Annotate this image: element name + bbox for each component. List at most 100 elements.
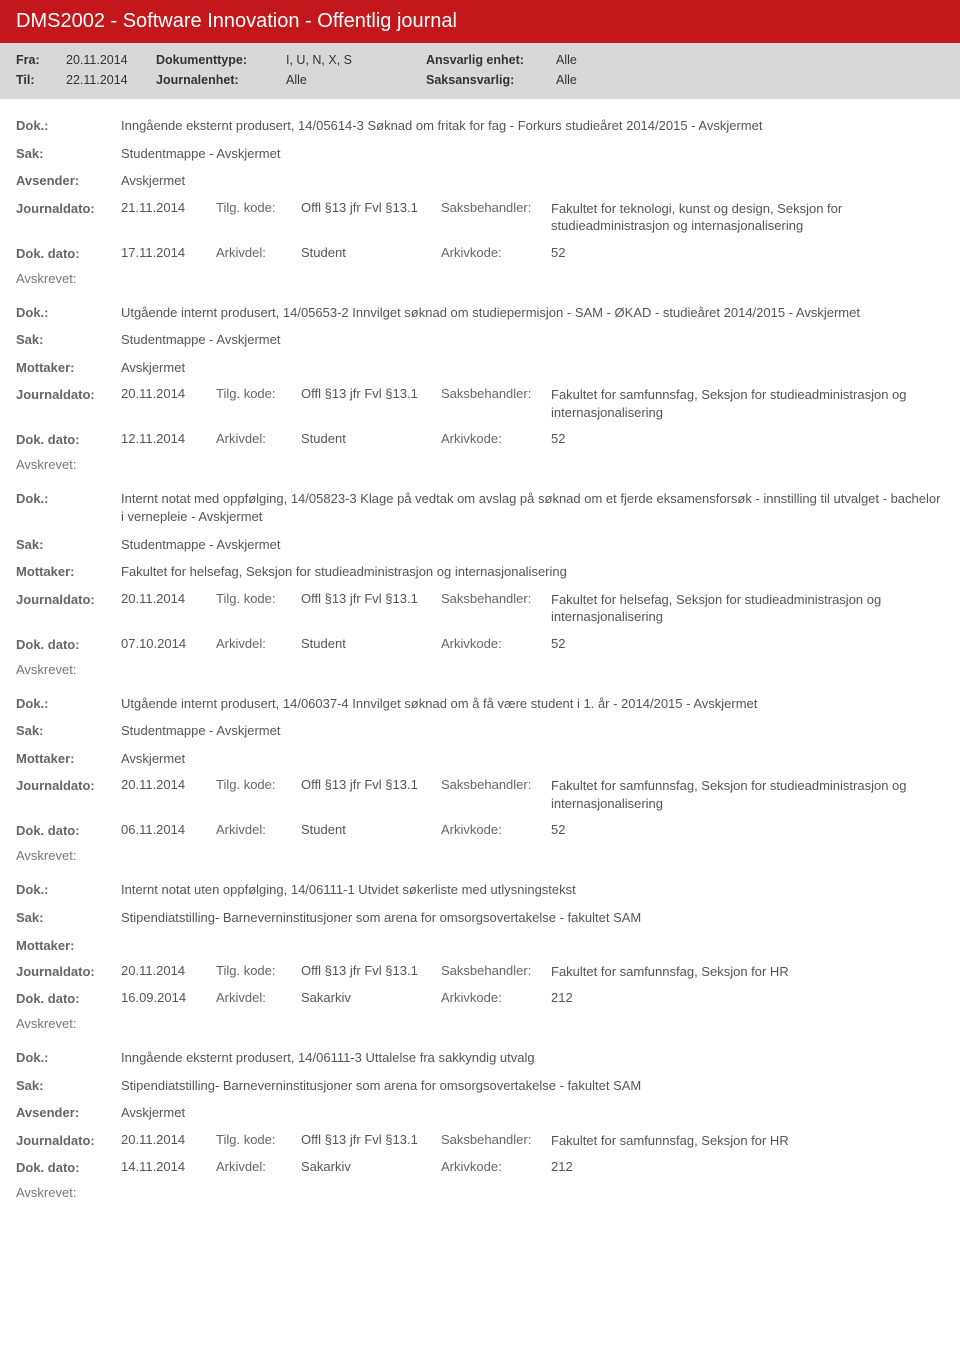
arkivkode-label: Arkivkode: [441, 245, 551, 260]
dok-value: Utgående internt produsert, 14/05653-2 I… [121, 304, 944, 322]
sak-value: Stipendiatstilling- Barneverninstitusjon… [121, 909, 944, 927]
avskrevet-label: Avskrevet: [16, 662, 944, 677]
tilgkode-value: Offl §13 jfr Fvl §13.1 [301, 963, 441, 978]
filter-saksansvarlig-value: Alle [556, 73, 656, 87]
tilgkode-label: Tilg. kode: [216, 200, 301, 215]
dok-value: Inngående eksternt produsert, 14/06111-3… [121, 1049, 944, 1067]
dok-label: Dok.: [16, 1049, 121, 1065]
party-value: Avskjermet [121, 172, 944, 190]
sak-value: Studentmappe - Avskjermet [121, 145, 944, 163]
filter-saksansvarlig-label: Saksansvarlig: [426, 73, 556, 87]
arkivdel-label: Arkivdel: [216, 245, 301, 260]
arkivdel-label: Arkivdel: [216, 990, 301, 1005]
journal-entry: Dok.: Internt notat uten oppfølging, 14/… [16, 863, 944, 1031]
arkivkode-label: Arkivkode: [441, 1159, 551, 1174]
arkivkode-value: 52 [551, 822, 651, 837]
filter-fra-value: 20.11.2014 [66, 53, 156, 67]
arkivkode-label: Arkivkode: [441, 431, 551, 446]
saksbehandler-value: Fakultet for samfunnsfag, Seksjon for HR [551, 963, 944, 981]
arkivkode-value: 52 [551, 636, 651, 651]
avskrevet-label: Avskrevet: [16, 1185, 944, 1200]
filter-doktype-value: I, U, N, X, S [286, 53, 426, 67]
tilgkode-value: Offl §13 jfr Fvl §13.1 [301, 200, 441, 215]
journal-entry: Dok.: Utgående internt produsert, 14/056… [16, 286, 944, 473]
journaldato-value: 21.11.2014 [121, 200, 216, 215]
page-title: DMS2002 - Software Innovation - Offentli… [0, 0, 960, 43]
saksbehandler-label: Saksbehandler: [441, 386, 551, 401]
arkivdel-label: Arkivdel: [216, 1159, 301, 1174]
journaldato-value: 20.11.2014 [121, 386, 216, 401]
saksbehandler-label: Saksbehandler: [441, 777, 551, 792]
journal-entry: Dok.: Utgående internt produsert, 14/060… [16, 677, 944, 864]
party-value: Fakultet for helsefag, Seksjon for studi… [121, 563, 944, 581]
journaldato-label: Journaldato: [16, 1132, 121, 1148]
filter-til-label: Til: [16, 73, 66, 87]
arkivdel-label: Arkivdel: [216, 822, 301, 837]
saksbehandler-label: Saksbehandler: [441, 200, 551, 215]
filter-bar: Fra: 20.11.2014 Dokumenttype: I, U, N, X… [0, 43, 960, 99]
saksbehandler-value: Fakultet for teknologi, kunst og design,… [551, 200, 944, 235]
dok-label: Dok.: [16, 490, 121, 506]
party-label: Avsender: [16, 172, 121, 188]
dok-label: Dok.: [16, 881, 121, 897]
filter-journalenhet-value: Alle [286, 73, 426, 87]
avskrevet-label: Avskrevet: [16, 1016, 944, 1031]
filter-row-2: Til: 22.11.2014 Journalenhet: Alle Saksa… [16, 73, 944, 87]
party-value: Avskjermet [121, 750, 944, 768]
avskrevet-label: Avskrevet: [16, 271, 944, 286]
journaldato-label: Journaldato: [16, 591, 121, 607]
avskrevet-label: Avskrevet: [16, 848, 944, 863]
filter-doktype-label: Dokumenttype: [156, 53, 286, 67]
tilgkode-value: Offl §13 jfr Fvl §13.1 [301, 1132, 441, 1147]
arkivdel-value: Sakarkiv [301, 1159, 441, 1174]
dokdato-value: 17.11.2014 [121, 245, 216, 260]
journal-entry: Dok.: Inngående eksternt produsert, 14/0… [16, 99, 944, 286]
filter-row-1: Fra: 20.11.2014 Dokumenttype: I, U, N, X… [16, 53, 944, 67]
journaldato-label: Journaldato: [16, 777, 121, 793]
filter-journalenhet-label: Journalenhet: [156, 73, 286, 87]
party-label: Mottaker: [16, 563, 121, 579]
dok-value: Internt notat med oppfølging, 14/05823-3… [121, 490, 944, 525]
tilgkode-label: Tilg. kode: [216, 386, 301, 401]
tilgkode-value: Offl §13 jfr Fvl §13.1 [301, 591, 441, 606]
arkivdel-value: Student [301, 822, 441, 837]
tilgkode-value: Offl §13 jfr Fvl §13.1 [301, 386, 441, 401]
arkivkode-value: 212 [551, 1159, 651, 1174]
avskrevet-label: Avskrevet: [16, 457, 944, 472]
dokdato-value: 06.11.2014 [121, 822, 216, 837]
journaldato-value: 20.11.2014 [121, 777, 216, 792]
tilgkode-label: Tilg. kode: [216, 591, 301, 606]
sak-value: Studentmappe - Avskjermet [121, 331, 944, 349]
dok-label: Dok.: [16, 695, 121, 711]
dokdato-label: Dok. dato: [16, 1159, 121, 1175]
sak-label: Sak: [16, 536, 121, 552]
dokdato-value: 12.11.2014 [121, 431, 216, 446]
tilgkode-label: Tilg. kode: [216, 777, 301, 792]
tilgkode-label: Tilg. kode: [216, 963, 301, 978]
arkivkode-value: 52 [551, 431, 651, 446]
journal-entry: Dok.: Internt notat med oppfølging, 14/0… [16, 472, 944, 676]
saksbehandler-label: Saksbehandler: [441, 963, 551, 978]
dokdato-value: 16.09.2014 [121, 990, 216, 1005]
journal-entry: Dok.: Inngående eksternt produsert, 14/0… [16, 1031, 944, 1200]
journaldato-label: Journaldato: [16, 200, 121, 216]
dok-value: Inngående eksternt produsert, 14/05614-3… [121, 117, 944, 135]
dokdato-label: Dok. dato: [16, 990, 121, 1006]
arkivkode-label: Arkivkode: [441, 822, 551, 837]
party-label: Avsender: [16, 1104, 121, 1120]
dok-value: Internt notat uten oppfølging, 14/06111-… [121, 881, 944, 899]
journaldato-label: Journaldato: [16, 386, 121, 402]
arkivdel-value: Sakarkiv [301, 990, 441, 1005]
filter-ansvarlig-value: Alle [556, 53, 656, 67]
filter-fra-label: Fra: [16, 53, 66, 67]
dokdato-value: 14.11.2014 [121, 1159, 216, 1174]
party-label: Mottaker: [16, 937, 121, 953]
dok-label: Dok.: [16, 304, 121, 320]
arkivdel-label: Arkivdel: [216, 431, 301, 446]
entries-container: Dok.: Inngående eksternt produsert, 14/0… [0, 99, 960, 1200]
party-label: Mottaker: [16, 359, 121, 375]
sak-label: Sak: [16, 145, 121, 161]
sak-label: Sak: [16, 1077, 121, 1093]
filter-ansvarlig-label: Ansvarlig enhet: [426, 53, 556, 67]
sak-label: Sak: [16, 331, 121, 347]
